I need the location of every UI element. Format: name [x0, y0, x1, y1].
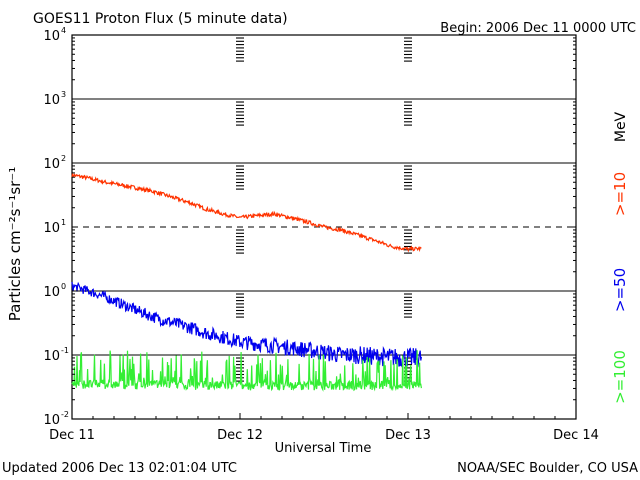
y-tick-label: 10	[43, 157, 60, 172]
y-axis-label: Particles cm⁻²s⁻¹sr⁻¹	[6, 167, 24, 321]
chart-title: GOES11 Proton Flux (5 minute data)	[33, 11, 288, 27]
y-tick-exponent: 0	[61, 282, 66, 291]
y-tick-exponent: 3	[61, 90, 66, 99]
y-tick-exponent: -2	[61, 410, 69, 419]
day-markers	[236, 37, 412, 382]
begin-label: Begin: 2006 Dec 11 0000 UTC	[440, 21, 636, 36]
credit-label: NOAA/SEC Boulder, CO USA	[457, 461, 638, 476]
y-tick-exponent: 1	[61, 218, 66, 227]
updated-timestamp: Updated 2006 Dec 13 02:01:04 UTC	[2, 461, 237, 476]
series-layer	[71, 173, 422, 392]
series-line-1	[71, 173, 422, 253]
series-line-2	[71, 281, 422, 369]
series-line-3	[71, 350, 422, 392]
y-tick-label: 10	[43, 221, 60, 236]
energy-unit-label: MeV	[613, 111, 629, 142]
y-tick-label: 10	[43, 29, 60, 44]
x-tick-label: Dec 11	[49, 428, 95, 443]
y-tick-exponent: 2	[61, 154, 66, 163]
y-tick-label: 10	[43, 413, 60, 428]
x-axis-label: Universal Time	[275, 441, 372, 456]
x-tick-label: Dec 13	[385, 428, 431, 443]
x-tick-label: Dec 12	[217, 428, 263, 443]
legend-ge50: >=50	[611, 268, 629, 312]
legend-ge10: >=10	[611, 172, 629, 216]
y-tick-label: 10	[43, 93, 60, 108]
legend-ge100: >=100	[611, 350, 629, 404]
y-tick-label: 10	[43, 285, 60, 300]
x-tick-label: Dec 14	[553, 428, 599, 443]
y-tick-exponent: -1	[61, 346, 69, 355]
y-tick-label: 10	[43, 349, 60, 364]
y-tick-exponent: 4	[61, 26, 66, 35]
x-axis-ticks: Dec 11 Dec 12 Dec 13 Dec 14	[49, 413, 599, 443]
gridlines	[72, 98, 576, 356]
